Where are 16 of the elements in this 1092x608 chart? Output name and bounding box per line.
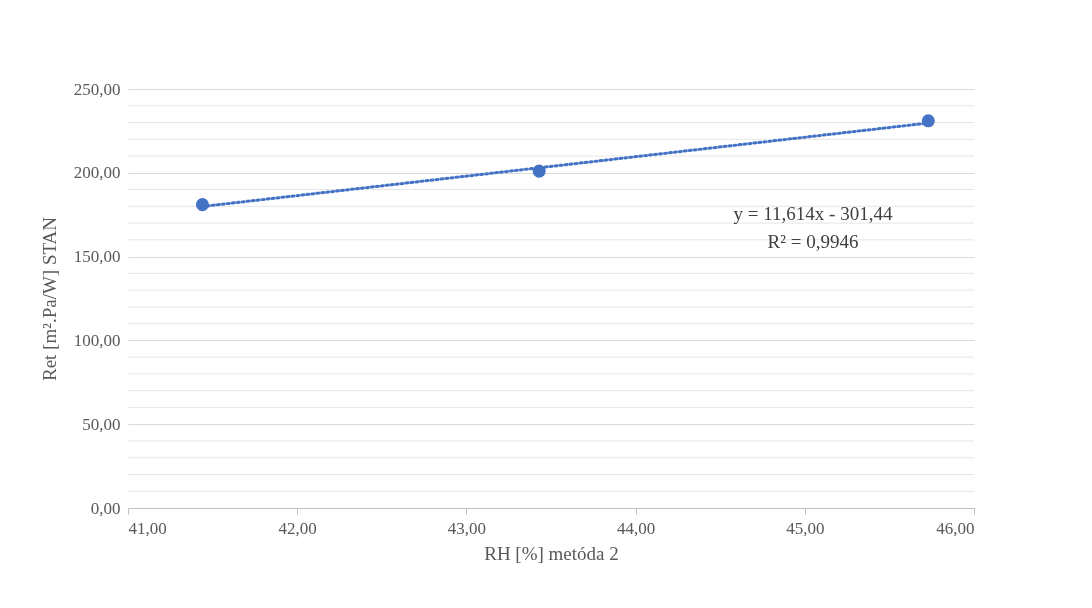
- y-tick-label: 250,00: [73, 79, 121, 99]
- x-tick-label: 44,00: [616, 518, 656, 538]
- x-tick-label: 42,00: [278, 518, 317, 538]
- x-axis-title: RH [%] metóda 2: [484, 542, 619, 564]
- annotation: R² = 0,9946: [767, 231, 859, 252]
- y-axis-title: Ret [m².Pa/W] STAN: [38, 216, 60, 382]
- y-tick-label: 50,00: [82, 414, 121, 434]
- annotation: y = 11,614x - 301,44: [733, 203, 893, 224]
- x-tick-label: 46,00: [936, 518, 975, 538]
- x-tick-label: 41,00: [128, 518, 167, 538]
- y-tick-label: 200,00: [73, 163, 121, 183]
- x-tick-label: 45,00: [786, 518, 825, 538]
- y-tick-label: 150,00: [73, 247, 121, 267]
- y-tick-label: 100,00: [73, 330, 121, 350]
- x-tick-label: 43,00: [447, 518, 487, 538]
- y-tick-label: 0,00: [90, 498, 121, 518]
